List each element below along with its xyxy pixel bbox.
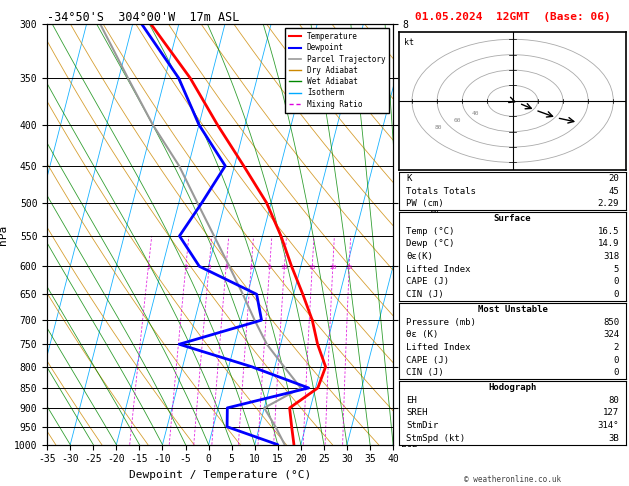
Text: 4: 4: [225, 265, 228, 270]
Legend: Temperature, Dewpoint, Parcel Trajectory, Dry Adiabat, Wet Adiabat, Isotherm, Mi: Temperature, Dewpoint, Parcel Trajectory…: [286, 28, 389, 112]
Text: 850: 850: [603, 317, 619, 327]
Y-axis label: km
ASL: km ASL: [420, 224, 437, 245]
Text: StmDir: StmDir: [406, 421, 438, 430]
Text: Pressure (mb): Pressure (mb): [406, 317, 476, 327]
Text: θε (K): θε (K): [406, 330, 438, 339]
Text: 80: 80: [435, 124, 442, 129]
Text: 0: 0: [614, 290, 619, 299]
Text: 6: 6: [249, 265, 253, 270]
Text: 2.29: 2.29: [598, 199, 619, 208]
Text: 318: 318: [603, 252, 619, 261]
Text: 3B: 3B: [608, 434, 619, 443]
Text: 127: 127: [603, 408, 619, 417]
Text: 5: 5: [614, 265, 619, 274]
X-axis label: Dewpoint / Temperature (°C): Dewpoint / Temperature (°C): [129, 470, 311, 480]
Text: 324: 324: [603, 330, 619, 339]
Text: kt: kt: [404, 38, 415, 47]
Text: -34°50'S  304°00'W  17m ASL: -34°50'S 304°00'W 17m ASL: [47, 11, 240, 24]
Text: 45: 45: [608, 187, 619, 195]
Text: Dewp (°C): Dewp (°C): [406, 240, 455, 248]
Text: Hodograph: Hodograph: [489, 383, 537, 392]
Text: 14.9: 14.9: [598, 240, 619, 248]
Text: 2: 2: [614, 343, 619, 352]
Text: CIN (J): CIN (J): [406, 290, 444, 299]
Text: 60: 60: [454, 118, 461, 123]
Text: 15: 15: [308, 265, 316, 270]
Text: 01.05.2024  12GMT  (Base: 06): 01.05.2024 12GMT (Base: 06): [415, 12, 611, 22]
Text: PW (cm): PW (cm): [406, 199, 444, 208]
Text: 25: 25: [345, 265, 353, 270]
Text: 40: 40: [472, 111, 479, 117]
Text: 3: 3: [207, 265, 211, 270]
Text: Lifted Index: Lifted Index: [406, 343, 470, 352]
Text: 314°: 314°: [598, 421, 619, 430]
Text: 10: 10: [281, 265, 288, 270]
Y-axis label: hPa: hPa: [0, 225, 8, 244]
Text: © weatheronline.co.uk: © weatheronline.co.uk: [464, 474, 561, 484]
Text: Totals Totals: Totals Totals: [406, 187, 476, 195]
Text: 20: 20: [608, 174, 619, 183]
Text: 1: 1: [147, 265, 150, 270]
Text: K: K: [406, 174, 411, 183]
Text: 0: 0: [614, 368, 619, 377]
Text: 80: 80: [608, 396, 619, 405]
Text: Most Unstable: Most Unstable: [477, 305, 548, 314]
Text: StmSpd (kt): StmSpd (kt): [406, 434, 465, 443]
Text: 0: 0: [614, 356, 619, 364]
Text: CAPE (J): CAPE (J): [406, 278, 449, 286]
Text: EH: EH: [406, 396, 417, 405]
Text: 2: 2: [184, 265, 187, 270]
Text: θε(K): θε(K): [406, 252, 433, 261]
Text: Lifted Index: Lifted Index: [406, 265, 470, 274]
Text: 8: 8: [268, 265, 272, 270]
Text: SREH: SREH: [406, 408, 428, 417]
Text: Surface: Surface: [494, 214, 532, 223]
Text: CIN (J): CIN (J): [406, 368, 444, 377]
Text: 0: 0: [614, 278, 619, 286]
Text: 16.5: 16.5: [598, 226, 619, 236]
Text: Temp (°C): Temp (°C): [406, 226, 455, 236]
Text: LCL: LCL: [401, 440, 418, 449]
Text: 20: 20: [329, 265, 337, 270]
Text: Mixing Ratio (g/kg): Mixing Ratio (g/kg): [430, 187, 439, 282]
Text: CAPE (J): CAPE (J): [406, 356, 449, 364]
